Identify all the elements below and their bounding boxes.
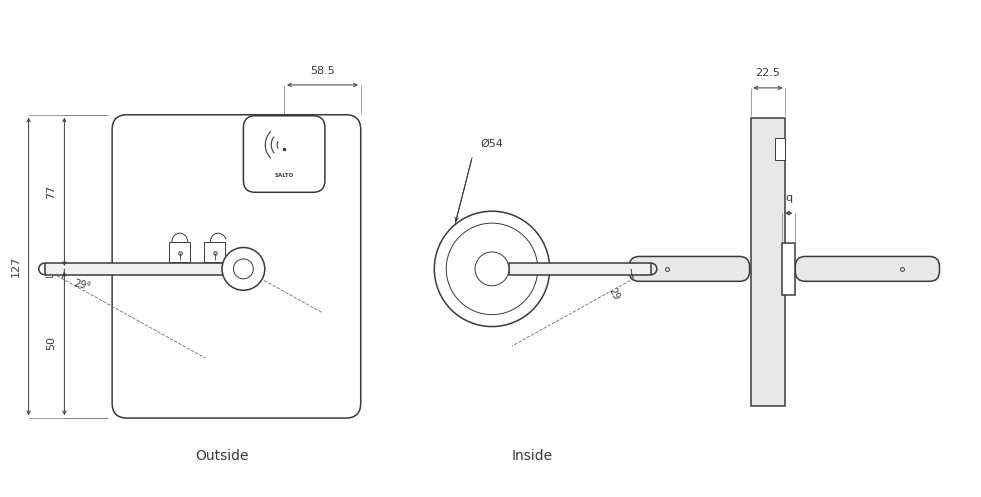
Bar [750, 118, 786, 406]
FancyBboxPatch shape [629, 256, 749, 281]
Text: 50: 50 [46, 336, 57, 350]
Bar [775, 138, 786, 160]
Circle shape [446, 223, 538, 315]
Text: 29°: 29° [73, 278, 91, 292]
Text: 29: 29 [606, 286, 621, 302]
FancyBboxPatch shape [796, 256, 940, 281]
Circle shape [233, 259, 253, 279]
Bar [204, 242, 225, 262]
Circle shape [222, 248, 265, 290]
Bar [509, 263, 651, 275]
FancyBboxPatch shape [112, 115, 361, 418]
Circle shape [435, 211, 549, 327]
Text: Ø54: Ø54 [480, 139, 503, 149]
Bar [170, 242, 190, 262]
Text: Outside: Outside [195, 449, 248, 463]
Text: 77: 77 [46, 185, 57, 199]
Text: q: q [785, 193, 793, 203]
Text: Inside: Inside [511, 449, 552, 463]
Bar [44, 263, 243, 275]
FancyBboxPatch shape [243, 116, 325, 192]
Text: 22.5: 22.5 [755, 68, 780, 78]
Text: SALTO: SALTO [275, 173, 293, 178]
Circle shape [475, 252, 509, 286]
Bar [783, 243, 796, 295]
Text: 58.5: 58.5 [310, 66, 335, 76]
Bar [786, 264, 796, 273]
Text: 127: 127 [11, 256, 21, 277]
